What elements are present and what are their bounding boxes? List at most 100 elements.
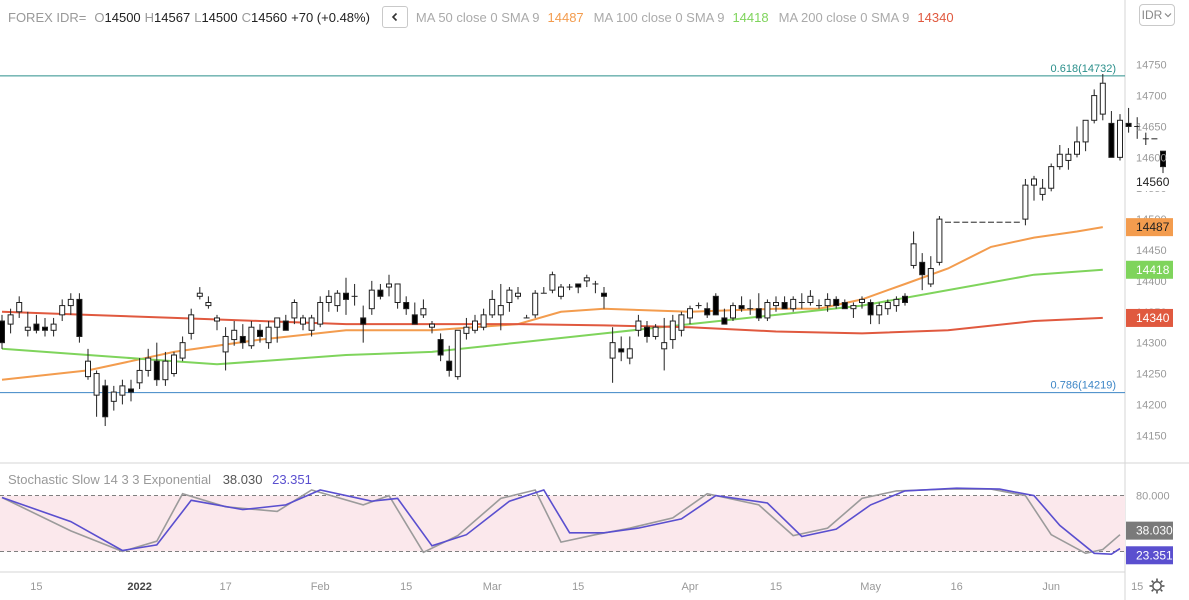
candle-body — [377, 289, 384, 297]
candle-body — [919, 261, 926, 276]
candle — [712, 293, 719, 316]
ma-badge-1: 14418 — [1126, 260, 1173, 279]
stochastic-k-legend-value: 38.030 — [222, 472, 263, 487]
candle-body — [1091, 95, 1098, 121]
candle — [7, 308, 14, 334]
change-value: +70 (+0.48%) — [291, 9, 370, 25]
candle — [661, 317, 668, 371]
candle — [764, 299, 771, 322]
candle — [687, 305, 693, 325]
candle — [334, 290, 341, 312]
candle-body — [50, 323, 57, 331]
candle — [231, 321, 238, 346]
candle-body — [790, 298, 797, 310]
candle — [747, 299, 754, 315]
candle-body — [59, 305, 66, 316]
candle-body — [446, 360, 453, 371]
currency-dropdown[interactable]: IDR — [1139, 4, 1175, 26]
candle-body — [179, 342, 186, 359]
candle-body — [497, 305, 504, 316]
candle-body — [661, 342, 668, 350]
candle-body — [102, 385, 109, 418]
candle-body — [738, 305, 745, 310]
candle-body — [893, 298, 900, 307]
candle — [1074, 126, 1080, 158]
candle-body — [1074, 141, 1080, 155]
candle — [85, 348, 91, 380]
candle-body — [1056, 153, 1063, 168]
candle-body — [824, 298, 831, 307]
x-tick-label: 15 — [572, 581, 584, 593]
ma-badge-2-text: 14340 — [1136, 311, 1170, 325]
candle — [884, 299, 891, 315]
close-label: C — [241, 9, 251, 25]
candle — [162, 351, 169, 386]
y-tick-label: 14250 — [1136, 369, 1167, 381]
low-label: L — [194, 9, 202, 25]
candle — [394, 283, 401, 309]
candle — [489, 290, 496, 318]
candle-body — [162, 360, 169, 381]
candle-body — [239, 335, 246, 344]
candle — [1091, 89, 1098, 124]
candle-body — [506, 289, 513, 304]
candle-body — [472, 320, 478, 331]
high-value: 14567 — [154, 9, 191, 25]
candle-body — [429, 323, 435, 328]
candle-body — [42, 326, 48, 331]
candle — [626, 336, 633, 365]
candle-body — [807, 295, 814, 303]
candle — [42, 317, 48, 337]
candle — [119, 379, 126, 405]
candle-body — [248, 326, 255, 347]
candle — [411, 302, 418, 325]
y-tick-label: 14150 — [1136, 430, 1167, 442]
candle — [575, 283, 582, 294]
candle-body — [300, 317, 306, 325]
candle-body — [67, 298, 74, 307]
candle-body — [626, 348, 633, 359]
candle-body — [85, 360, 91, 378]
candle — [1082, 119, 1089, 152]
candle-body — [781, 302, 788, 310]
ma-badge-0: 14487 — [1126, 218, 1173, 237]
stochastic-legend: Stochastic Slow 14 3 3 Exponential 38.03… — [8, 472, 312, 487]
stochastic-k-badge-bg — [1126, 521, 1173, 540]
candle — [472, 314, 478, 334]
ma200-value: 14340 — [917, 9, 954, 25]
candle-body — [859, 298, 865, 304]
candle — [678, 311, 685, 337]
candle — [188, 308, 195, 340]
candle-body — [0, 320, 5, 344]
stochastic-title: Stochastic Slow 14 3 3 Exponential — [8, 472, 212, 487]
x-tick-label: 2022 — [127, 581, 151, 593]
ma-badge-0-bg — [1126, 218, 1173, 237]
candle — [1134, 117, 1141, 139]
y-tick-label: 14400 — [1136, 276, 1167, 288]
candle — [910, 231, 917, 269]
candle — [721, 308, 728, 325]
candle-body — [755, 308, 762, 319]
candle-body — [110, 391, 117, 402]
y-tick-label: 14650 — [1136, 121, 1167, 133]
stochastic-k-badge: 38.030 — [1126, 521, 1173, 540]
candle-body — [1125, 122, 1132, 127]
open-value: 14500 — [104, 9, 141, 25]
settings-gear-icon[interactable] — [1148, 577, 1166, 595]
y-tick-label: 14600 — [1136, 152, 1167, 164]
candle-body — [145, 357, 152, 371]
candle-body — [764, 302, 771, 319]
candle-body — [420, 308, 427, 316]
candle-body — [257, 329, 263, 337]
y-tick-label: 14750 — [1136, 60, 1167, 72]
candle-body — [171, 354, 177, 375]
collapse-legend-button[interactable] — [381, 6, 408, 28]
candle-body — [678, 314, 685, 331]
stochastic-d-badge-text: 23.351 — [1136, 548, 1173, 562]
candle — [515, 287, 521, 300]
candle-body — [575, 283, 582, 288]
candle — [558, 283, 564, 300]
candle-body — [334, 292, 341, 307]
candle-body — [730, 305, 736, 319]
